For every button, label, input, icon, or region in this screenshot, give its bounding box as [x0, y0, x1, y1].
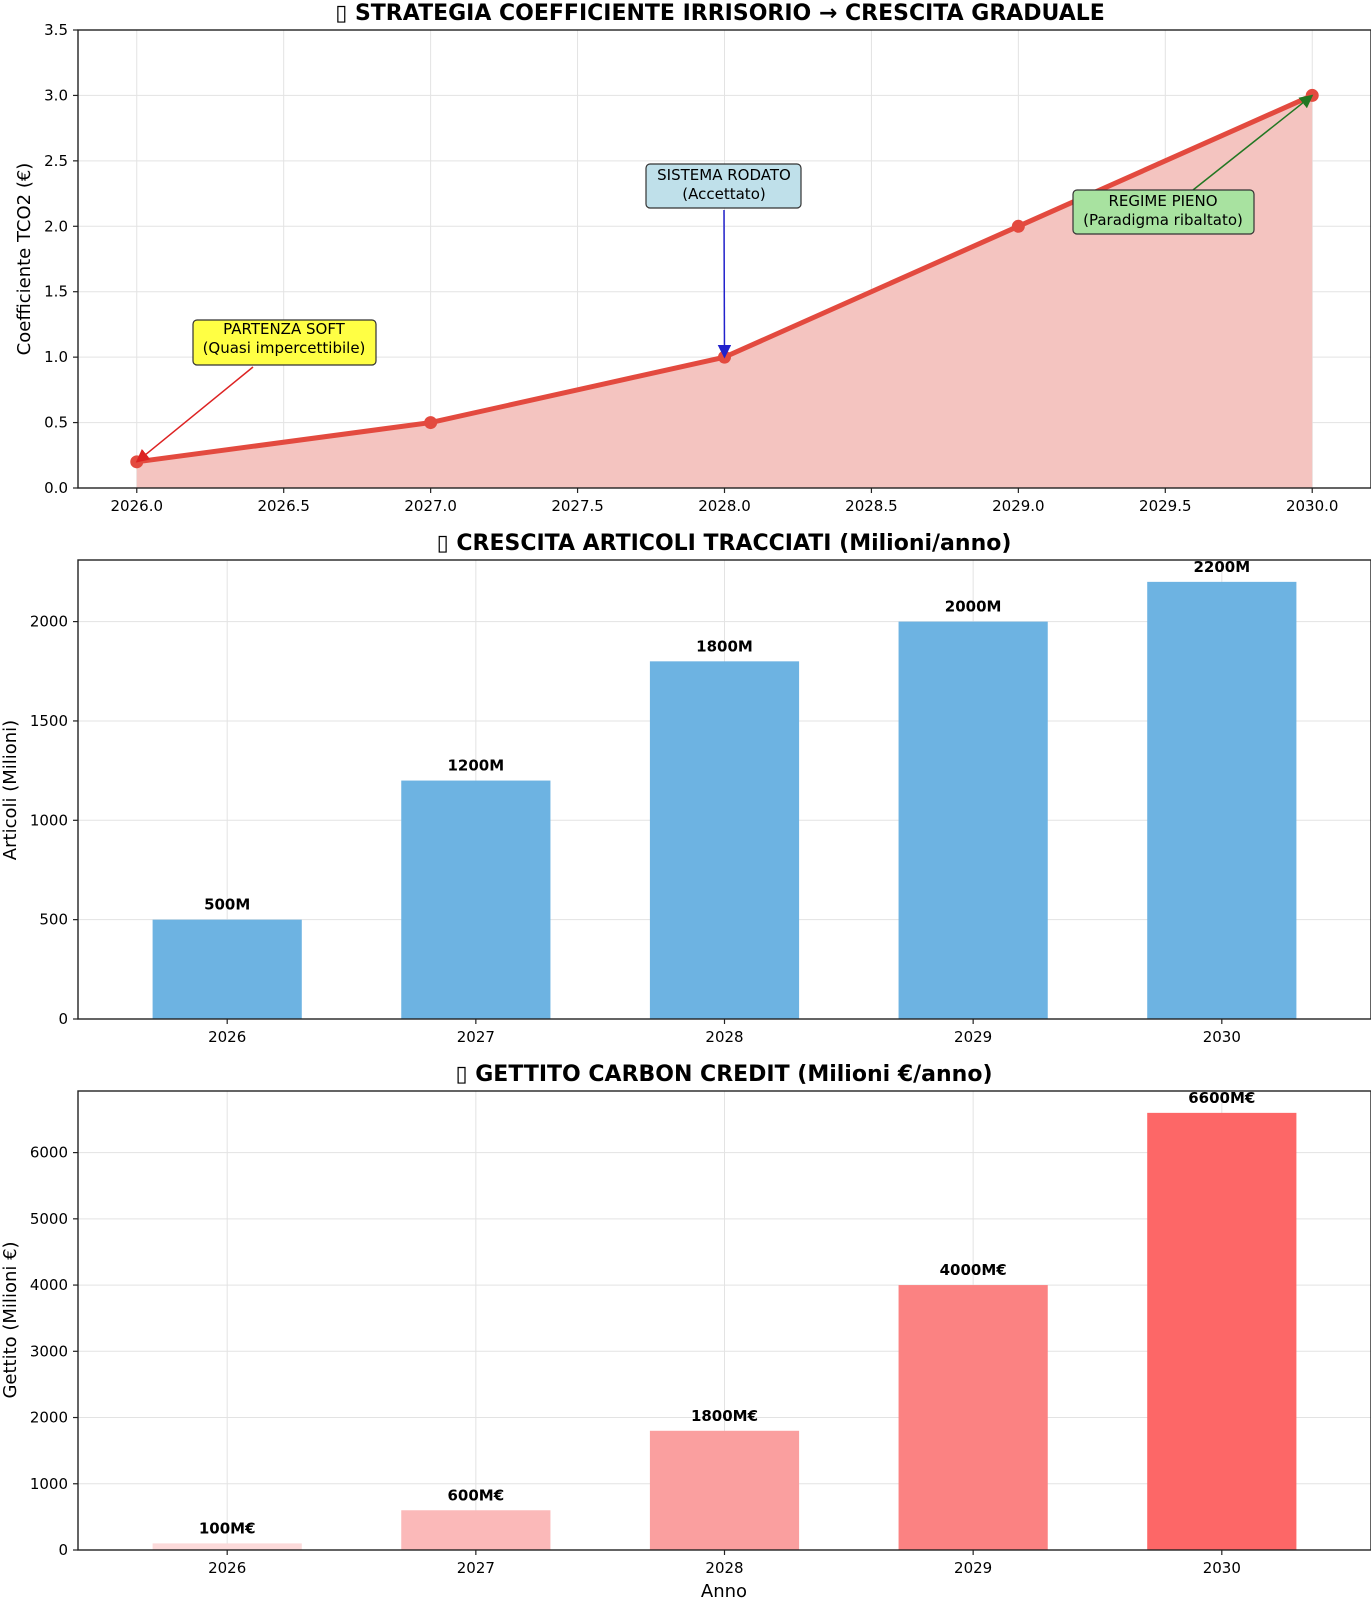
annotation: REGIME PIENO(Paradigma ribaltato) [1072, 94, 1314, 235]
y-tick-label: 500 [39, 911, 68, 929]
data-point [1011, 219, 1025, 233]
y-tick-label: 1500 [30, 712, 68, 730]
y-tick-label: 6000 [30, 1144, 68, 1162]
annotation-arrow [717, 209, 732, 359]
annotation: PARTENZA SOFT(Quasi impercettibile) [135, 319, 377, 463]
annotation-line-1: REGIME PIENO [1108, 192, 1217, 210]
x-axis-label: Anno [701, 1581, 747, 1600]
y-tick-label: 4000 [30, 1276, 68, 1294]
annotation-box [192, 319, 377, 366]
y-tick-label: 3.0 [44, 86, 68, 104]
bar-value-label: 1200M [448, 757, 505, 775]
annotation-line-1: PARTENZA SOFT [223, 320, 346, 338]
bar [401, 780, 551, 1019]
annotation-line-1: SISTEMA RODATO [657, 166, 791, 184]
y-tick-label: 0 [58, 1010, 68, 1028]
x-tick-label: 2027 [457, 1559, 495, 1577]
y-tick-label: 3.5 [44, 21, 68, 39]
bar-value-label: 2000M [945, 598, 1002, 616]
x-tick-label: 2029.0 [992, 497, 1045, 515]
annotation-box [645, 163, 802, 209]
annotation-line-2: (Quasi impercettibile) [203, 339, 366, 357]
y-tick-label: 2000 [30, 1409, 68, 1427]
bar-value-label: 100M€ [199, 1519, 256, 1537]
x-tick-label: 2027.5 [551, 497, 604, 515]
y-tick-label: 3000 [30, 1342, 68, 1360]
bar [401, 1510, 551, 1550]
bar [152, 1543, 302, 1550]
annotation: SISTEMA RODATO(Accettato) [645, 163, 802, 359]
y-tick-label: 1.0 [44, 348, 68, 366]
x-tick-label: 2029.5 [1139, 497, 1192, 515]
bar [152, 919, 302, 1019]
data-point [424, 416, 438, 430]
x-tick-label: 2030.0 [1286, 497, 1339, 515]
articles-chart: ▯ CRESCITA ARTICOLI TRACCIATI (Milioni/a… [0, 531, 1371, 1046]
coefficient-chart: ▯ STRATEGIA COEFFICIENTE IRRISORIO → CRE… [14, 1, 1371, 515]
y-tick-label: 0 [58, 1541, 68, 1559]
y-axis-label: Articoli (Milioni) [0, 720, 21, 860]
annotation-line-2: (Paradigma ribaltato) [1083, 211, 1243, 229]
y-tick-label: 0.5 [44, 414, 68, 432]
chart-title: ▯ STRATEGIA COEFFICIENTE IRRISORIO → CRE… [335, 1, 1105, 26]
x-tick-label: 2026 [208, 1028, 246, 1046]
annotation-arrow [1192, 94, 1314, 191]
y-tick-label: 1000 [30, 1475, 68, 1493]
y-tick-label: 2.0 [44, 217, 68, 235]
revenue-chart: ▯ GETTITO CARBON CREDIT (Milioni €/anno)… [0, 1062, 1371, 1600]
x-tick-label: 2027.0 [404, 497, 457, 515]
x-tick-label: 2026.5 [257, 497, 310, 515]
y-tick-label: 1000 [30, 811, 68, 829]
x-tick-label: 2028.5 [845, 497, 898, 515]
y-axis-label: Gettito (Milioni €) [0, 1241, 21, 1398]
x-tick-label: 2029 [954, 1028, 992, 1046]
bar-value-label: 6600M€ [1188, 1089, 1255, 1107]
annotation-line-2: (Accettato) [682, 185, 765, 203]
y-tick-label: 2.5 [44, 152, 68, 170]
bar [649, 1430, 800, 1550]
annotation-box [1072, 189, 1255, 235]
x-tick-label: 2026.0 [111, 497, 164, 515]
bar-value-label: 600M€ [448, 1486, 505, 1504]
bar-value-label: 500M [204, 896, 250, 914]
chart-title: ▯ GETTITO CARBON CREDIT (Milioni €/anno) [455, 1062, 992, 1087]
bar [1147, 1112, 1297, 1550]
x-tick-label: 2030 [1203, 1028, 1241, 1046]
x-tick-label: 2030 [1203, 1559, 1241, 1577]
y-axis-label: Coefficiente TCO2 (€) [14, 163, 35, 356]
bar [1147, 581, 1297, 1019]
bar-value-label: 1800M€ [691, 1407, 758, 1425]
x-tick-label: 2026 [208, 1559, 246, 1577]
bar [898, 621, 1048, 1019]
bar-value-label: 2200M [1193, 558, 1250, 576]
bar-value-label: 4000M€ [940, 1261, 1007, 1279]
chart-title: ▯ CRESCITA ARTICOLI TRACCIATI (Milioni/a… [437, 531, 1012, 556]
area-fill [136, 95, 1313, 488]
x-tick-label: 2029 [954, 1559, 992, 1577]
annotation-arrow [135, 366, 254, 463]
x-tick-label: 2028 [705, 1559, 743, 1577]
y-tick-label: 0.0 [44, 479, 68, 497]
bar [649, 661, 800, 1019]
y-tick-label: 5000 [30, 1210, 68, 1228]
x-tick-label: 2028.0 [698, 497, 751, 515]
x-tick-label: 2027 [457, 1028, 495, 1046]
bar [898, 1285, 1048, 1550]
bar-value-label: 1800M [696, 637, 753, 655]
x-tick-label: 2028 [705, 1028, 743, 1046]
y-tick-label: 2000 [30, 613, 68, 631]
y-tick-label: 1.5 [44, 283, 68, 301]
